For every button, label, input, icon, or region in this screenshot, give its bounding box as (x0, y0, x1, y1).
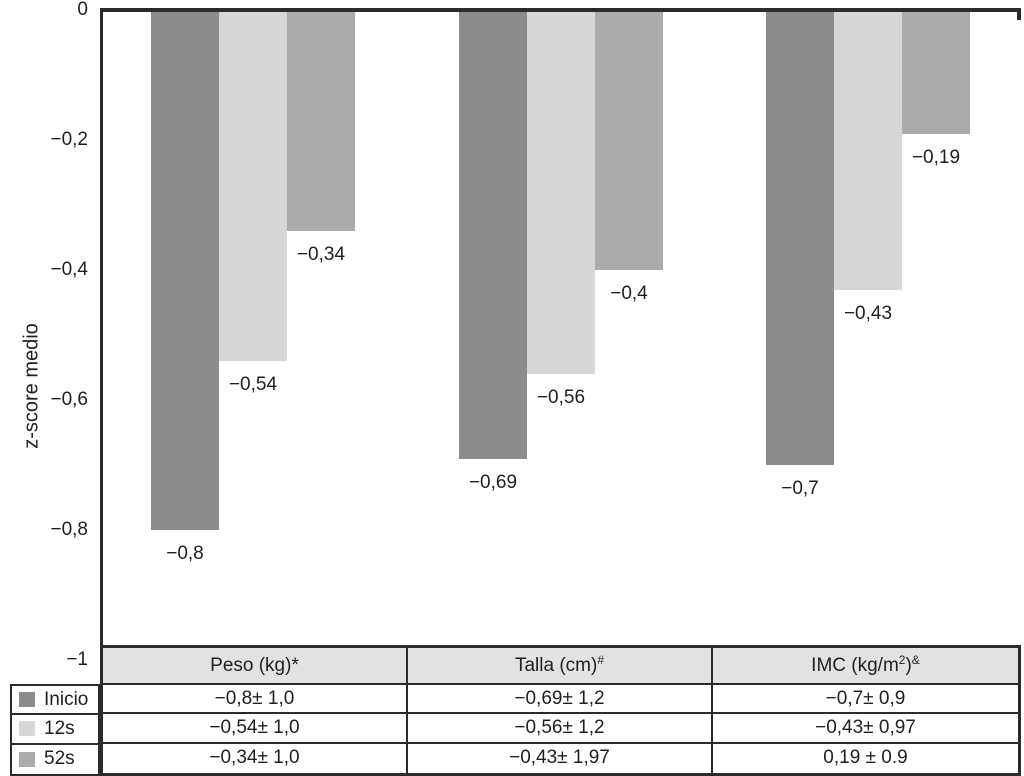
table-cell-r0-c2: −0,7± 0,9 (713, 685, 1018, 715)
bar-inicio-group2 (766, 12, 834, 465)
table-cell-r2-c0: −0,34± 1,0 (103, 743, 408, 773)
axis-right-tick (1017, 8, 1021, 20)
bar-52s-group0 (287, 12, 355, 231)
table-header-cell-1: Talla (cm)# (408, 648, 713, 685)
bar-12s-group1 (527, 12, 595, 374)
table-header-text: Talla (cm)# (514, 652, 605, 676)
bar-52s-group2 (902, 12, 970, 134)
bar-value-label: −0,56 (536, 387, 586, 408)
bar-inicio-group0 (151, 12, 219, 530)
legend-label: Inicio (44, 688, 89, 710)
bar-value-label: −0,8 (166, 543, 204, 564)
y-tick-label-3: −0,6 (50, 389, 88, 410)
bar-value-label: −0,34 (296, 244, 346, 265)
y-tick-label-1: −0,2 (50, 129, 88, 150)
legend-item-52s: 52s (12, 745, 98, 774)
bar-value-label: −0,69 (468, 471, 518, 493)
legend-item-inicio: Inicio (12, 686, 98, 716)
bar-value-label: −0,7 (781, 478, 819, 499)
legend-swatch (19, 692, 35, 708)
legend-swatch (19, 751, 35, 767)
table-header-cell-2: IMC (kg/m2)& (713, 648, 1018, 685)
y-tick-label-2: −0,4 (50, 259, 88, 280)
table-cell-r0-c0: −0,8± 1,0 (103, 685, 408, 715)
legend-swatch (19, 721, 35, 737)
bar-inicio-group1 (459, 12, 527, 459)
bar-value-label: −0,19 (911, 146, 961, 168)
y-axis-line (100, 8, 103, 645)
bar-value-label: −0,43 (843, 302, 893, 324)
table-cell-r0-c1: −0,69± 1,2 (408, 685, 713, 715)
bar-52s-group1 (595, 12, 663, 270)
summary-table: Peso (kg)* Talla (cm)# IMC (kg/m2)& −0,8± 1… (100, 645, 1021, 776)
y-tick-label-0: 0 (77, 0, 88, 20)
bar-value-label: −0,54 (228, 374, 278, 395)
legend-label: 12s (44, 717, 75, 739)
table-cell-r1-c0: −0,54± 1,0 (103, 714, 408, 744)
table-header-text: IMC (kg/m2)& (811, 652, 920, 676)
legend: Inicio 12s 52s (10, 684, 100, 776)
y-axis-title: z-score medio (20, 323, 43, 449)
table-cell-r1-c1: −0,56± 1,2 (408, 714, 713, 744)
bar-value-label: −0,4 (610, 283, 648, 304)
legend-item-12s: 12s (12, 715, 98, 745)
y-tick-label-4: −0,8 (50, 519, 88, 540)
bar-12s-group0 (219, 12, 287, 361)
table-cell-r2-c2: 0,19 ± 0.9 (713, 743, 1018, 773)
bar-12s-group2 (834, 12, 902, 290)
table-header-text: Peso (kg)* (210, 654, 299, 676)
table-cell-r1-c2: −0,43± 0,97 (713, 714, 1018, 744)
y-tick-label-5: −1 (66, 649, 88, 670)
zero-axis-line (100, 8, 1021, 12)
legend-label: 52s (44, 748, 75, 770)
table-header-cell-0: Peso (kg)* (103, 648, 408, 685)
table-cell-r2-c1: −0,43± 1,97 (408, 743, 713, 773)
